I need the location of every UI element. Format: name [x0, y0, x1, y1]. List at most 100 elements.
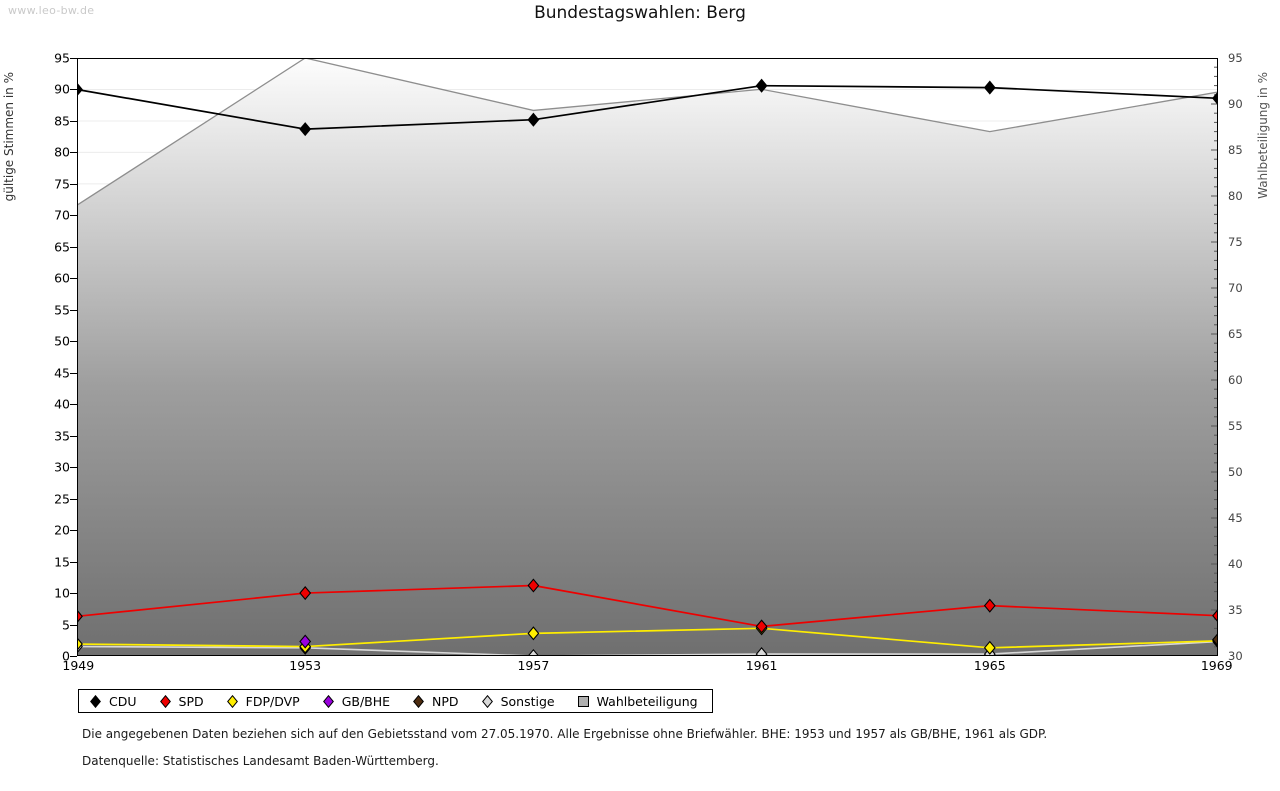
left-tick-label: 5	[62, 617, 70, 633]
right-tick-label: 45	[1228, 511, 1243, 525]
legend-diamond-icon	[481, 694, 494, 708]
data-marker	[983, 80, 996, 95]
legend-diamond-icon	[89, 694, 102, 708]
left-axis-ticks: 0 5 10 15 20 25 30 35 40 45 50 55 60 65 70 75 80 85 90 95	[0, 51, 77, 664]
legend-item-gb-bhe[interactable]: GB/BHE	[322, 694, 390, 709]
legend-label: SPD	[178, 693, 204, 709]
data-marker	[755, 78, 768, 93]
chart-legend: CDU SPD FDP/DVP GB/BHE NPD Sonstige Wahlbeteil…	[78, 689, 713, 713]
x-tick-label: 1969	[1200, 658, 1233, 673]
data-marker	[983, 640, 996, 655]
legend-item-cdu[interactable]: CDU	[89, 694, 137, 709]
left-tick-mark	[70, 561, 77, 563]
page-title: Bundestagswahlen: Berg	[534, 3, 746, 23]
legend-item-sonstige[interactable]: Sonstige	[481, 694, 555, 709]
left-tick-label: 95	[54, 50, 70, 66]
chart-plot-area	[77, 58, 1218, 656]
legend-diamond-icon	[412, 694, 425, 708]
x-tick-label: 1957	[517, 658, 550, 673]
data-marker	[527, 626, 540, 641]
data-marker	[299, 634, 312, 649]
data-marker	[77, 609, 83, 624]
left-tick-mark	[70, 89, 77, 91]
legend-item-npd[interactable]: NPD	[412, 694, 459, 709]
data-marker	[983, 598, 996, 613]
left-tick-label: 15	[54, 554, 70, 570]
right-tick-label: 65	[1228, 327, 1243, 341]
data-marker	[299, 122, 312, 137]
legend-diamond-icon	[322, 694, 335, 708]
data-marker	[527, 578, 540, 593]
legend-label: NPD	[432, 693, 459, 709]
left-tick-mark	[70, 152, 77, 154]
data-marker	[755, 647, 768, 656]
left-tick-mark	[70, 215, 77, 217]
left-tick-label: 30	[54, 459, 70, 475]
left-tick-mark	[70, 341, 77, 343]
left-tick-mark	[70, 246, 77, 248]
right-tick-label: 80	[1228, 189, 1243, 203]
x-tick-label: 1965	[973, 658, 1006, 673]
left-tick-label: 0	[62, 648, 70, 664]
series-line	[77, 584, 1218, 628]
left-tick-mark	[70, 498, 77, 500]
legend-item-fdp-dvp[interactable]: FDP/DVP	[226, 694, 300, 709]
wahlbeteiligung-line	[77, 58, 1218, 206]
watermark: www.leo-bw.de	[8, 4, 95, 17]
wahlbeteiligung-area	[77, 58, 1218, 656]
x-axis-ticks: 1949 1953 1957 1961 1965 1969	[62, 658, 1232, 678]
left-tick-label: 20	[54, 522, 70, 538]
data-marker	[77, 82, 83, 97]
left-tick-label: 50	[54, 333, 70, 349]
legend-item-wahlbeteiligung[interactable]: Wahlbeteiligung	[577, 694, 698, 709]
data-marker	[527, 648, 540, 656]
left-tick-label: 35	[54, 428, 70, 444]
note-gebietsstand: Die angegebenen Daten beziehen sich auf …	[82, 727, 1048, 741]
legend-square-icon	[577, 695, 590, 708]
left-tick-mark	[70, 120, 77, 122]
right-tick-label: 30	[1228, 649, 1243, 663]
data-marker	[1212, 91, 1218, 106]
left-tick-label: 90	[54, 81, 70, 97]
legend-label: CDU	[109, 693, 137, 709]
right-tick-label: 55	[1228, 419, 1243, 433]
right-tick-label: 95	[1228, 51, 1243, 65]
left-tick-mark	[70, 404, 77, 406]
data-marker	[755, 619, 768, 634]
legend-diamond-icon	[226, 694, 239, 708]
left-tick-label: 85	[54, 113, 70, 129]
legend-label: FDP/DVP	[245, 693, 300, 709]
series-line	[77, 627, 1218, 649]
plot-frame	[77, 58, 1218, 656]
right-tick-label: 70	[1228, 281, 1243, 295]
left-tick-mark	[70, 278, 77, 280]
series-line	[77, 84, 1218, 130]
legend-label: Wahlbeteiligung	[596, 693, 698, 709]
left-tick-label: 45	[54, 365, 70, 381]
right-tick-label: 75	[1228, 235, 1243, 249]
right-tick-label: 90	[1228, 97, 1243, 111]
right-tick-label: 85	[1228, 143, 1243, 157]
left-tick-label: 75	[54, 176, 70, 192]
left-tick-mark	[70, 435, 77, 437]
x-tick-label: 1961	[745, 658, 778, 673]
right-tick-label: 35	[1228, 603, 1243, 617]
left-tick-mark	[70, 58, 77, 59]
legend-label: Sonstige	[500, 693, 555, 709]
right-axis-ticks: 30 35 40 45 50 55 60 65 70 75 80 85 90 95	[1228, 51, 1268, 663]
left-tick-label: 65	[54, 239, 70, 255]
left-tick-label: 10	[54, 585, 70, 601]
left-tick-mark	[70, 593, 77, 595]
data-marker	[1212, 608, 1218, 623]
left-tick-label: 80	[54, 144, 70, 160]
left-tick-label: 40	[54, 396, 70, 412]
right-tick-label: 60	[1228, 373, 1243, 387]
left-tick-mark	[70, 372, 77, 374]
left-tick-label: 55	[54, 302, 70, 318]
series-gb-bhe	[299, 634, 312, 649]
right-tick-label: 50	[1228, 465, 1243, 479]
legend-item-spd[interactable]: SPD	[159, 694, 204, 709]
left-tick-mark	[70, 530, 77, 532]
right-tick-label: 40	[1228, 557, 1243, 571]
left-tick-label: 25	[54, 491, 70, 507]
